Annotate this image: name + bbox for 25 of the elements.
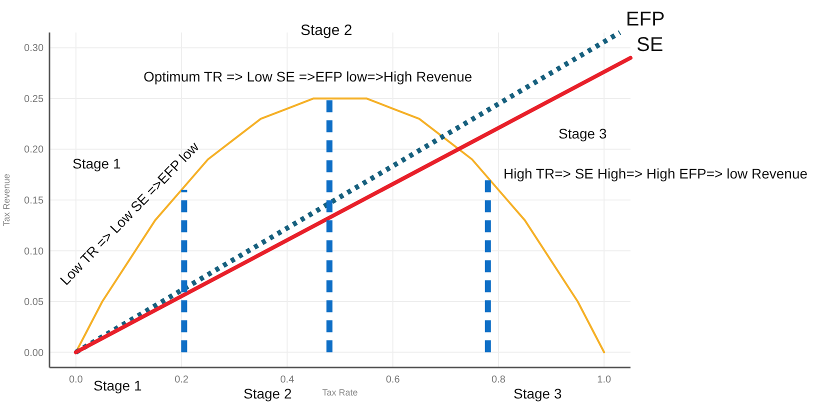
annotation: Stage 1 bbox=[72, 156, 121, 172]
x-tick-label: 0.6 bbox=[386, 374, 400, 386]
text: Stage 3 bbox=[514, 386, 562, 402]
y-axis-title: Tax Revenue bbox=[2, 174, 12, 226]
x-tick-label: 0.0 bbox=[68, 374, 84, 386]
series-label: EFP bbox=[626, 8, 665, 30]
y-tick-label: 0.15 bbox=[24, 196, 44, 206]
annotation: High TR=> SE High=> High EFP=> low Revenue bbox=[504, 166, 808, 182]
text: Stage 1 bbox=[94, 378, 142, 394]
x-tick-label: 0.8 bbox=[492, 374, 506, 386]
y-tick-label: 0.10 bbox=[24, 246, 44, 258]
y-tick-label: 0.25 bbox=[24, 94, 44, 105]
annotation: Stage 3 bbox=[558, 126, 607, 142]
series-label: SE bbox=[636, 34, 664, 56]
y-tick-label: 0.30 bbox=[24, 43, 44, 54]
y-tick-label: 0.00 bbox=[24, 348, 44, 359]
x-tick-label: 0.4 bbox=[280, 374, 295, 386]
annotation: Optimum TR => Low SE =>EFP low=>High Revenue bbox=[144, 68, 472, 84]
y-tick-label: 0.05 bbox=[24, 297, 44, 308]
text: Stage 2 bbox=[244, 386, 292, 402]
y-tick-label: 0.20 bbox=[24, 144, 44, 156]
x-tick-label: 1.0 bbox=[597, 374, 612, 386]
x-tick-label: 0.2 bbox=[174, 374, 189, 386]
annotation: Stage 2 bbox=[300, 22, 352, 39]
x-axis-title: Tax Rate bbox=[322, 388, 358, 398]
